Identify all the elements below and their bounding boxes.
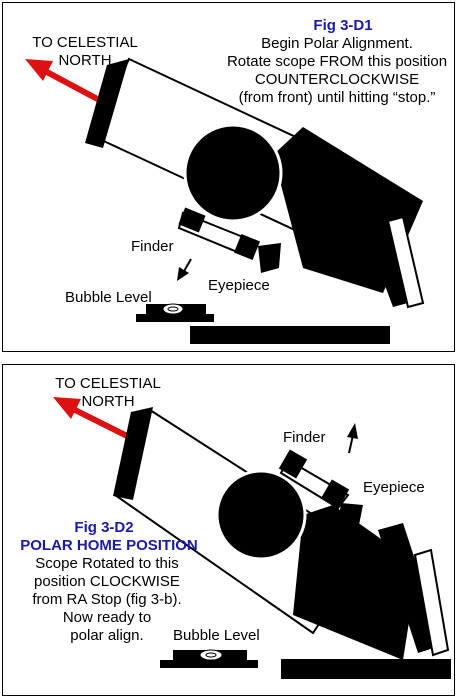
direction-label-line-2: NORTH — [58, 52, 112, 69]
eyepiece-label: Eyepiece — [208, 277, 270, 294]
celestial-north-arrow — [25, 59, 105, 105]
finder-label: Finder — [131, 238, 174, 255]
fork-mount — [293, 505, 450, 660]
instruction-line-3: COUNTERCLOCKWISE — [254, 71, 420, 88]
declination-disk — [215, 469, 307, 561]
direction-label-line-2: NORTH — [81, 393, 135, 410]
finder-scope — [177, 207, 261, 261]
declination-disk — [183, 123, 283, 223]
figure-3-d2-panel: TO CELESTIAL NORTH Finder Eyepiece Fig 3… — [2, 364, 455, 696]
scope-diagram-a — [25, 57, 425, 344]
note-line-1: Scope Rotated to this — [35, 555, 179, 572]
note-line-3: from RA Stop (fig 3-b). — [32, 591, 182, 608]
instruction-line-2: Rotate scope FROM this position — [226, 53, 448, 70]
note-line-2: position CLOCKWISE — [34, 573, 180, 590]
figure-subtitle: POLAR HOME POSITION — [20, 537, 198, 554]
bubble-level — [136, 303, 214, 322]
instruction-line-4: (from front) until hitting “stop.” — [238, 89, 436, 106]
figure-title: Fig 3-D1 — [313, 17, 373, 34]
bubble-level — [160, 649, 258, 668]
celestial-north-arrow — [53, 397, 131, 440]
note-line-4: Now ready to — [62, 609, 152, 626]
finder-label: Finder — [283, 429, 326, 446]
fork-mount — [273, 127, 425, 309]
finder-pointer-arrow — [347, 423, 358, 454]
instruction-line-1: Begin Polar Alignment. — [261, 35, 413, 52]
bubble-level-label: Bubble Level — [173, 627, 260, 644]
mount-base-plate — [190, 326, 390, 344]
note-line-5: polar align. — [70, 627, 144, 644]
mount-base-plate — [281, 659, 451, 679]
figure-title: Fig 3-D2 — [74, 519, 134, 536]
figure-3-d1-panel: Fig 3-D1 Begin Polar Alignment. Rotate s… — [2, 2, 455, 352]
direction-label-line-1: TO CELESTIAL — [32, 34, 138, 51]
eyepiece — [338, 503, 363, 533]
direction-label-line-1: TO CELESTIAL — [55, 375, 161, 392]
finder-pointer-arrow — [177, 258, 192, 281]
eyepiece-label: Eyepiece — [363, 479, 425, 496]
scope-diagram-b — [53, 397, 451, 679]
eyepiece — [258, 243, 281, 273]
bubble-level-label: Bubble Level — [65, 289, 152, 306]
finder-scope — [278, 449, 350, 510]
